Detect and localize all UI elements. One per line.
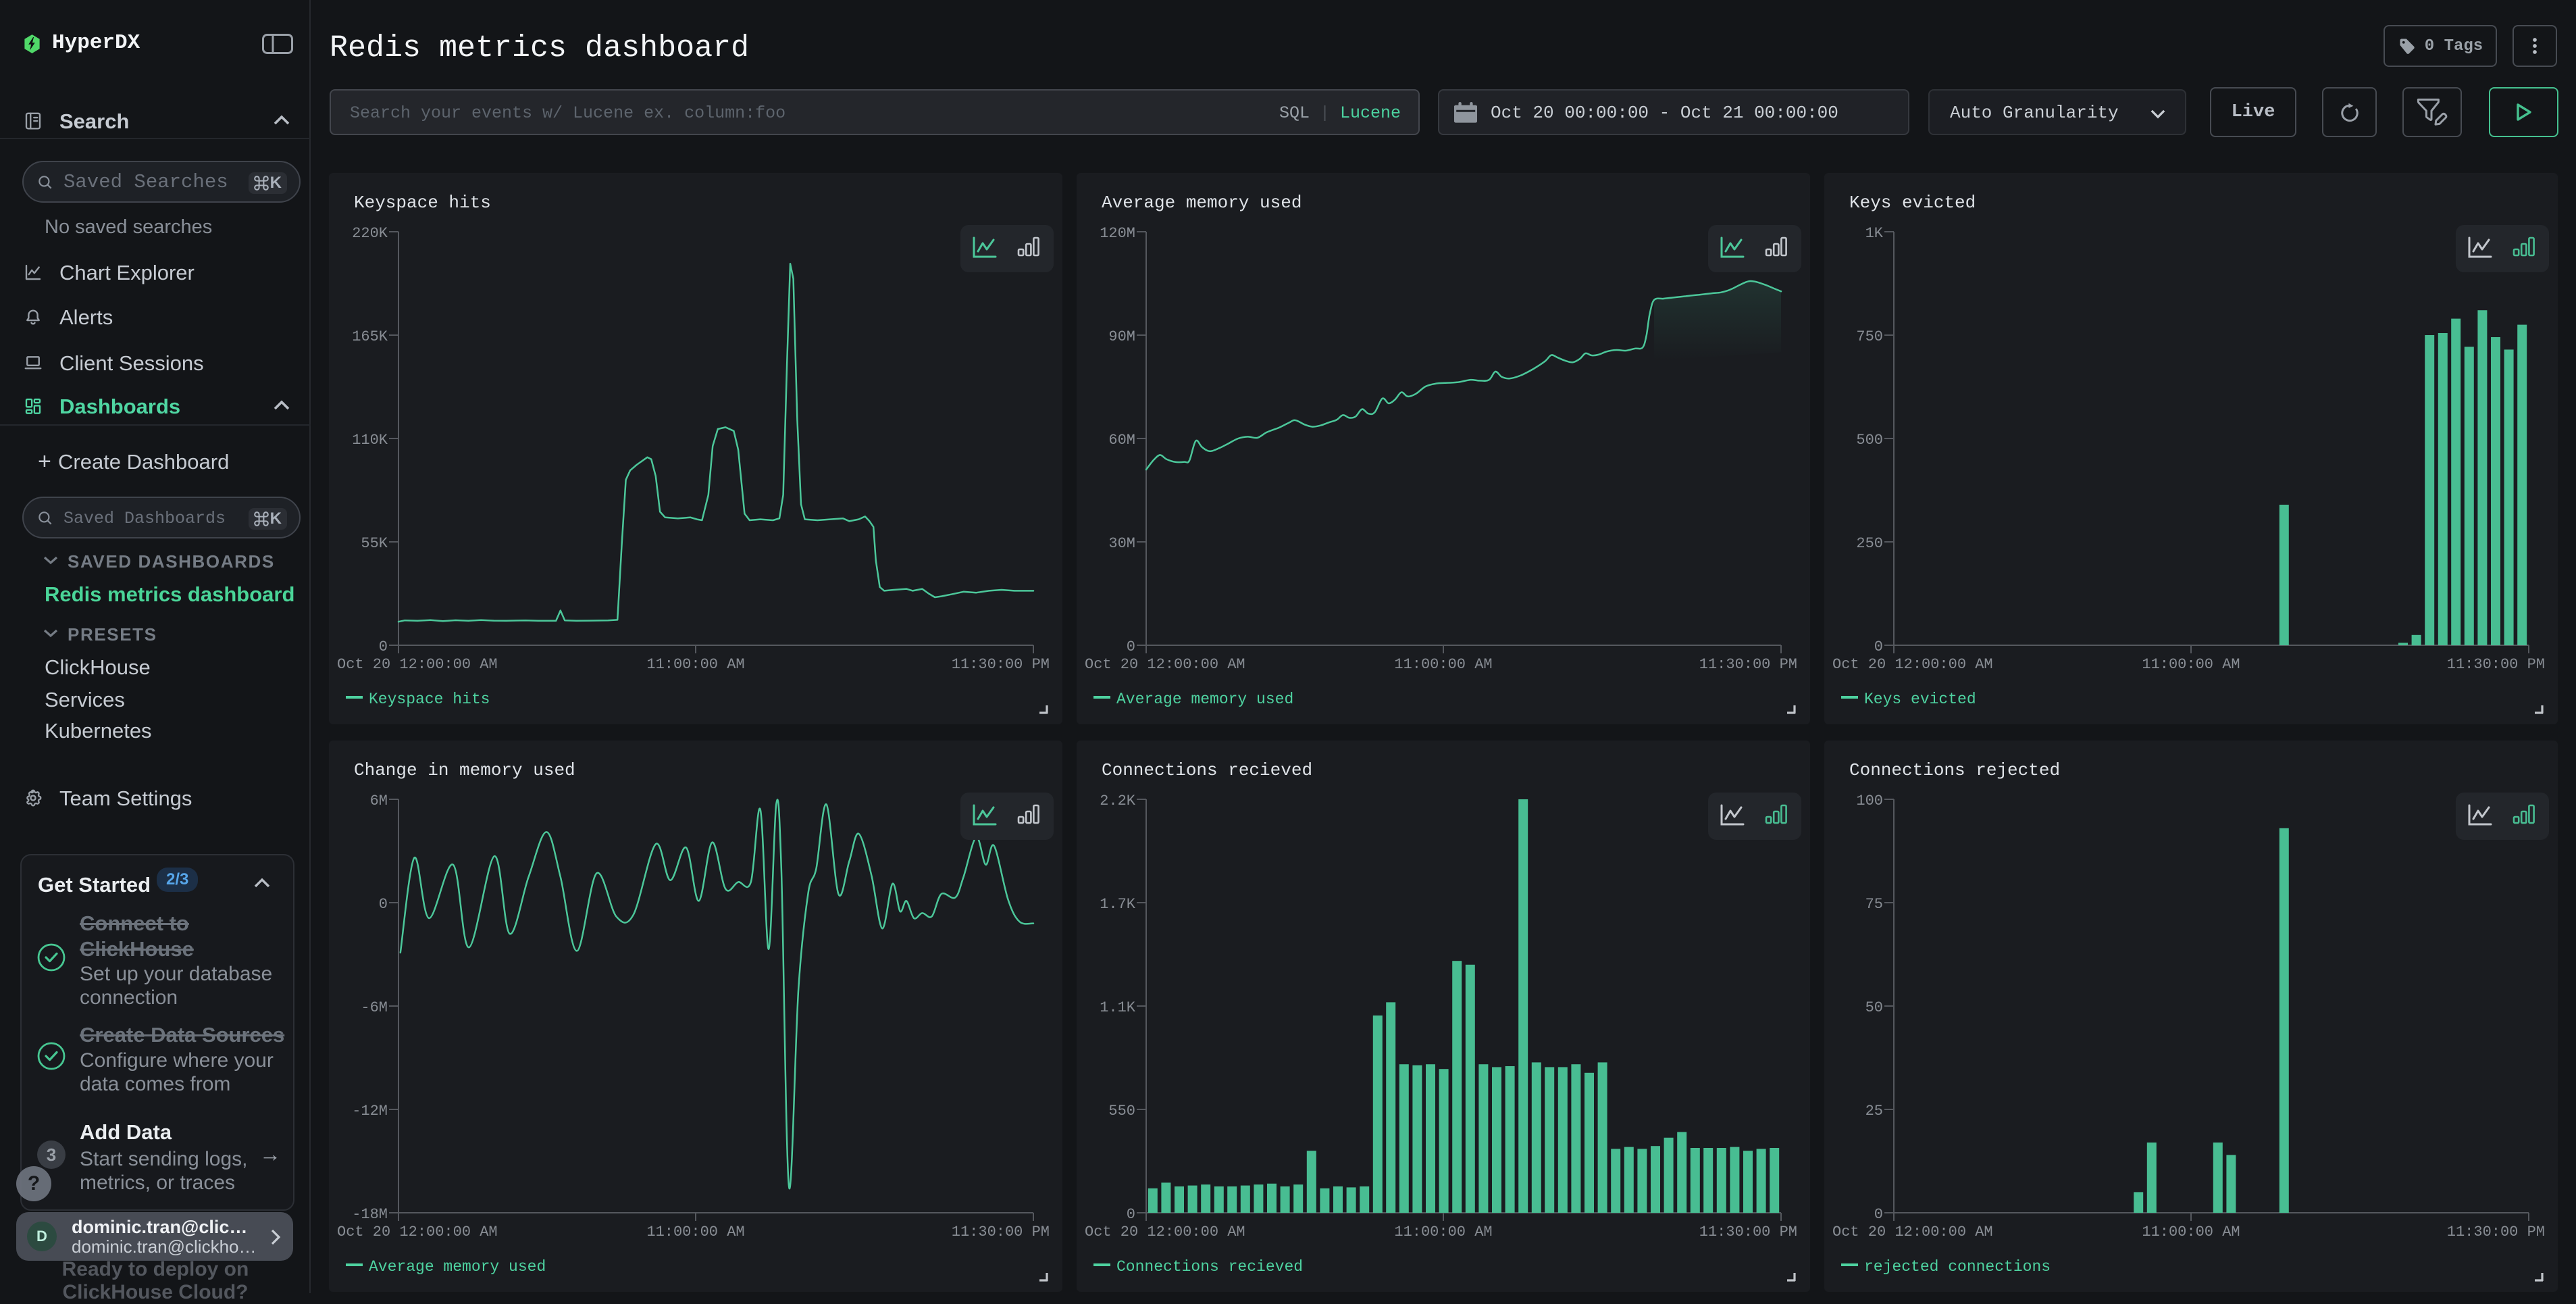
svg-text:550: 550 [1108, 1103, 1135, 1120]
svg-text:11:00:00 AM: 11:00:00 AM [2142, 656, 2240, 673]
svg-text:Oct 20 12:00:00 AM: Oct 20 12:00:00 AM [1832, 656, 1993, 673]
svg-text:25: 25 [1865, 1103, 1883, 1120]
svg-text:Connections recieved: Connections recieved [1102, 760, 1312, 780]
svg-text:0: 0 [379, 896, 388, 913]
svg-text:Average memory used: Average memory used [1116, 691, 1293, 708]
svg-text:1.7K: 1.7K [1100, 896, 1136, 913]
svg-text:Keys evicted: Keys evicted [1849, 193, 1976, 213]
svg-text:Oct 20 12:00:00 AM: Oct 20 12:00:00 AM [337, 1224, 498, 1240]
svg-text:60M: 60M [1108, 432, 1135, 449]
svg-text:0: 0 [1127, 638, 1135, 655]
svg-text:120M: 120M [1100, 225, 1135, 242]
svg-text:220K: 220K [352, 225, 388, 242]
svg-text:Keyspace hits: Keyspace hits [369, 691, 490, 708]
svg-text:100: 100 [1856, 793, 1883, 809]
svg-text:30M: 30M [1108, 535, 1135, 552]
svg-text:50: 50 [1865, 999, 1883, 1016]
svg-text:Oct 20 12:00:00 AM: Oct 20 12:00:00 AM [1832, 1224, 1993, 1240]
svg-text:Connections recieved: Connections recieved [1116, 1258, 1303, 1276]
svg-text:0: 0 [1127, 1206, 1135, 1223]
svg-text:165K: 165K [352, 328, 388, 345]
svg-text:0: 0 [1874, 1206, 1883, 1223]
svg-text:11:00:00 AM: 11:00:00 AM [646, 1224, 744, 1240]
svg-text:500: 500 [1856, 432, 1883, 449]
svg-text:750: 750 [1856, 328, 1883, 345]
svg-text:90M: 90M [1108, 328, 1135, 345]
svg-text:rejected connections: rejected connections [1864, 1258, 2051, 1276]
svg-text:Change in memory used: Change in memory used [354, 760, 575, 780]
svg-text:1K: 1K [1865, 225, 1884, 242]
svg-text:Connections rejected: Connections rejected [1849, 760, 2060, 780]
svg-text:Keys evicted: Keys evicted [1864, 691, 1976, 708]
svg-text:Oct 20 12:00:00 AM: Oct 20 12:00:00 AM [1085, 1224, 1245, 1240]
svg-text:11:30:00 PM: 11:30:00 PM [2447, 656, 2545, 673]
svg-text:11:30:00 PM: 11:30:00 PM [1699, 656, 1797, 673]
svg-text:-18M: -18M [352, 1206, 388, 1223]
svg-text:-6M: -6M [361, 999, 388, 1016]
svg-text:1.1K: 1.1K [1100, 999, 1136, 1016]
svg-text:-12M: -12M [352, 1103, 388, 1120]
svg-text:11:30:00 PM: 11:30:00 PM [952, 656, 1050, 673]
svg-text:11:00:00 AM: 11:00:00 AM [1394, 656, 1492, 673]
svg-text:6M: 6M [370, 793, 388, 809]
svg-text:110K: 110K [352, 432, 388, 449]
svg-text:Oct 20 12:00:00 AM: Oct 20 12:00:00 AM [1085, 656, 1245, 673]
svg-text:Average memory used: Average memory used [1102, 193, 1302, 213]
svg-text:2.2K: 2.2K [1100, 793, 1136, 809]
svg-text:250: 250 [1856, 535, 1883, 552]
svg-text:11:30:00 PM: 11:30:00 PM [952, 1224, 1050, 1240]
svg-text:11:00:00 AM: 11:00:00 AM [2142, 1224, 2240, 1240]
svg-text:11:30:00 PM: 11:30:00 PM [1699, 1224, 1797, 1240]
svg-text:0: 0 [379, 638, 388, 655]
svg-text:Oct 20 12:00:00 AM: Oct 20 12:00:00 AM [337, 656, 498, 673]
svg-text:0: 0 [1874, 638, 1883, 655]
svg-text:11:00:00 AM: 11:00:00 AM [646, 656, 744, 673]
svg-text:11:30:00 PM: 11:30:00 PM [2447, 1224, 2545, 1240]
svg-text:75: 75 [1865, 896, 1883, 913]
svg-text:55K: 55K [361, 535, 388, 552]
svg-text:Keyspace hits: Keyspace hits [354, 193, 491, 213]
svg-text:Average memory used: Average memory used [369, 1258, 546, 1276]
svg-text:11:00:00 AM: 11:00:00 AM [1394, 1224, 1492, 1240]
